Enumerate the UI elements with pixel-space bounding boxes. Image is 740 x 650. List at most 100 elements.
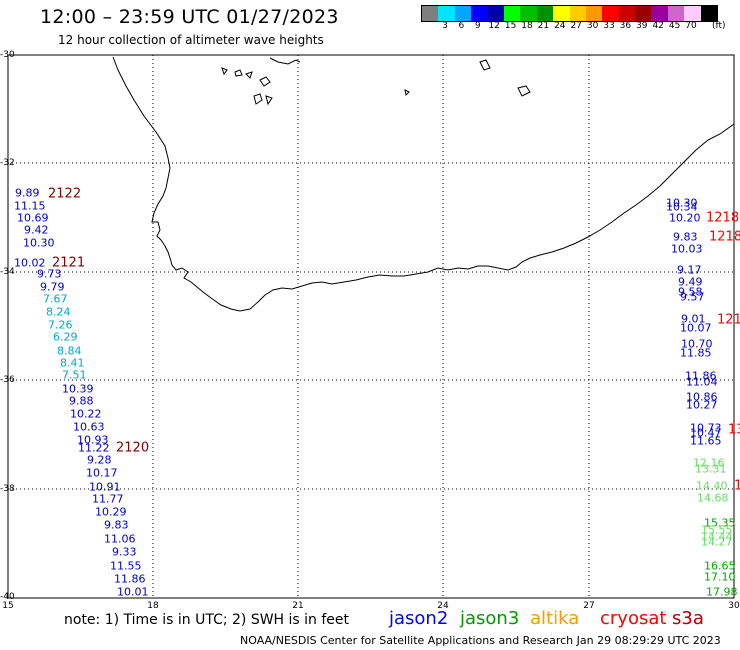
wave-height-label: 9.83 <box>104 518 129 532</box>
legend-label: 12 <box>488 21 500 31</box>
wave-height-label: 9.57 <box>680 290 705 304</box>
wave-height-label: 6.29 <box>53 330 78 344</box>
longitude-label: 27 <box>583 601 595 611</box>
longitude-label: 18 <box>147 601 159 611</box>
map-graticule <box>8 55 734 597</box>
latitude-label: -32 <box>0 158 15 168</box>
wave-height-label: 9.33 <box>112 545 137 559</box>
wave-height-label: 10.20 <box>669 211 701 225</box>
wave-height-label: 10.73 <box>690 421 722 435</box>
satellite-label-jason3: jason3 <box>460 608 520 629</box>
wave-height-label: 14.68 <box>697 491 729 505</box>
wave-height-label: 10.01 <box>117 585 149 599</box>
legend-label: 36 <box>619 21 632 31</box>
map-border <box>7 54 735 599</box>
wave-height-label: 10.69 <box>17 211 49 225</box>
legend-label: 30 <box>586 21 599 31</box>
longitude-label: 30 <box>728 601 740 611</box>
inland-features <box>221 57 531 106</box>
page-title: 12:00 – 23:59 UTC 01/27/2023 <box>40 6 339 28</box>
wave-height-label: 13.31 <box>695 462 727 476</box>
wave-height-label: 9.58 <box>678 285 703 299</box>
legend-swatch <box>520 6 537 21</box>
satellite-label-s3a: s3a <box>672 608 704 629</box>
wave-height-label: 10.70 <box>681 337 713 351</box>
legend-swatch <box>471 6 488 21</box>
wave-height-label: 10.63 <box>73 420 105 434</box>
wave-height-label: 17.98 <box>706 585 738 599</box>
wave-height-label: 9.01 <box>681 312 706 326</box>
wave-height-label: 8.24 <box>46 305 71 319</box>
wave-height-label: 10.93 <box>77 433 109 447</box>
legend-swatch <box>667 6 685 21</box>
wave-height-label: 9.42 <box>24 223 49 237</box>
wave-height-label: 8.41 <box>60 356 85 370</box>
legend-swatch <box>487 6 504 21</box>
wave-height-label: 11.85 <box>680 346 712 360</box>
wave-height-label: 10.91 <box>89 480 121 494</box>
wave-height-label: 11.06 <box>104 532 136 546</box>
wave-height-label: 7.67 <box>43 292 68 306</box>
legend-label: 39 <box>636 21 648 31</box>
wave-height-label: 11.55 <box>110 559 142 573</box>
legend-swatch <box>503 6 521 21</box>
page-subtitle: 12 hour collection of altimeter wave hei… <box>58 33 324 47</box>
orbit-number-label: 2120 <box>116 440 150 456</box>
legend-swatch <box>635 6 652 21</box>
wave-height-label: 10.30 <box>666 196 698 210</box>
wave-height-label: 11.22 <box>78 441 110 455</box>
wave-height-label: 17.10 <box>704 570 736 584</box>
satellite-label-cryosat: cryosat <box>600 608 667 629</box>
wave-height-label: 12.16 <box>693 456 725 470</box>
wave-height-label: 9.83 <box>673 230 698 244</box>
wave-height-label: 9.17 <box>677 263 702 277</box>
legend-swatch <box>438 6 455 21</box>
wave-height-label: 10.03 <box>671 242 703 256</box>
legend-label: 70 <box>685 21 697 31</box>
longitude-label: 21 <box>292 601 304 611</box>
legend-label: 9 <box>474 21 481 31</box>
wave-height-label: 9.73 <box>37 267 62 281</box>
color-scale-unit: (ft) <box>712 21 726 31</box>
legend-swatch <box>602 6 619 21</box>
wave-height-label: 10.30 <box>23 236 55 250</box>
wave-height-label: 10.34 <box>666 200 698 214</box>
wave-height-label: 10.86 <box>686 390 718 404</box>
wave-height-label: 11.04 <box>686 375 718 389</box>
legend-swatch <box>553 6 570 21</box>
wave-height-label: 10.22 <box>70 407 102 421</box>
legend-swatch <box>422 6 439 21</box>
wave-height-label: 11.86 <box>114 572 146 586</box>
legend-label: 45 <box>668 21 681 31</box>
wave-height-label: 9.79 <box>40 280 65 294</box>
legend-label: 3 <box>442 21 448 31</box>
latitude-label: -34 <box>0 267 15 277</box>
wave-height-label: 14.40 <box>696 479 728 493</box>
latitude-label: -40 <box>0 592 15 602</box>
wave-height-label: 14.27 <box>701 535 733 549</box>
legend-swatch <box>454 6 472 21</box>
orbit-number-label: 1218 <box>709 229 740 245</box>
legend-swatch <box>684 6 701 21</box>
wave-height-label: 11.77 <box>92 492 124 506</box>
legend-swatch <box>618 6 636 21</box>
legend-label: 21 <box>537 21 550 31</box>
orbit-number-label: 2121 <box>52 255 86 271</box>
wave-height-label: 14.44 <box>701 530 733 544</box>
orbit-number-label: 1 <box>734 478 740 494</box>
legend-label: 15 <box>504 21 517 31</box>
wave-height-label: 15.35 <box>704 516 736 530</box>
wave-height-label: 7.26 <box>48 318 73 332</box>
legend-label: 18 <box>521 21 533 31</box>
legend-label: 33 <box>603 21 615 31</box>
latitude-label: -38 <box>0 484 15 494</box>
wave-height-label: 9.49 <box>678 275 703 289</box>
wave-height-label: 9.28 <box>87 453 112 467</box>
wave-height-label: 10.27 <box>686 398 718 412</box>
wave-height-label: 11.86 <box>685 369 717 383</box>
legend-swatch <box>651 6 668 21</box>
legend-label: 6 <box>458 21 465 31</box>
latitude-label: -36 <box>0 375 15 385</box>
color-scale-legend <box>421 5 719 22</box>
